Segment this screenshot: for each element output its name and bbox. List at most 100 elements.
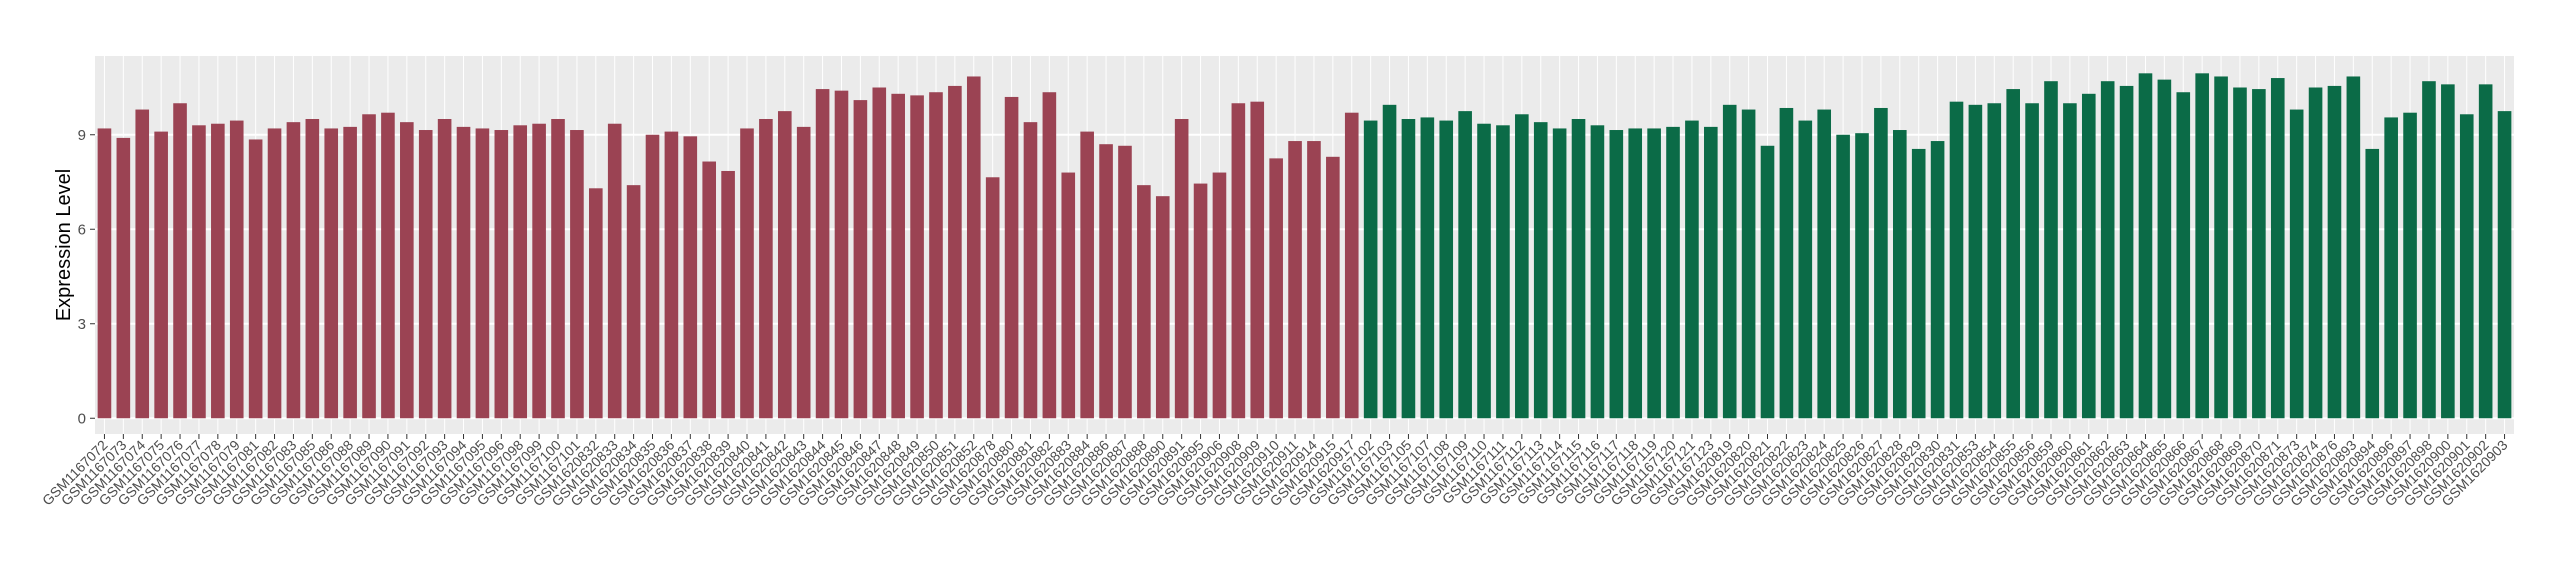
bar [2270, 78, 2285, 419]
bar [475, 128, 490, 419]
bar [1382, 104, 1397, 419]
bar [324, 128, 339, 419]
bar [1250, 101, 1265, 419]
bar [97, 128, 112, 419]
bar [1647, 128, 1661, 419]
bar [740, 128, 754, 419]
bar [759, 119, 773, 419]
bar [2441, 84, 2455, 419]
bar [192, 125, 206, 419]
bar [2176, 92, 2191, 419]
bar [1118, 145, 1132, 419]
bar [815, 89, 830, 419]
bar [248, 139, 263, 419]
y-axis-title: Expression Level [53, 169, 75, 321]
y-tick-label: 6 [78, 221, 86, 238]
bar [1515, 114, 1529, 419]
bar [1741, 109, 1756, 419]
bar [1760, 145, 1775, 419]
bar [1798, 120, 1813, 419]
bar [1930, 141, 1945, 419]
bar [2478, 84, 2493, 419]
bar [1685, 120, 1699, 419]
bar [570, 130, 584, 419]
bar [645, 134, 660, 419]
y-tick-label: 3 [78, 316, 86, 333]
bar [2422, 81, 2436, 419]
bar [626, 185, 641, 419]
bar [532, 123, 546, 419]
bar [1363, 120, 1378, 419]
bar [2252, 89, 2266, 419]
bar [1099, 144, 1113, 419]
bar [1666, 126, 1680, 419]
bar [1231, 103, 1246, 419]
bar [1344, 112, 1359, 419]
bar [1987, 103, 2002, 419]
bar [2497, 111, 2512, 419]
bar [1722, 104, 1737, 419]
bar [1817, 109, 1832, 419]
bar [1911, 148, 1926, 419]
bar [2157, 79, 2172, 419]
bar [2025, 103, 2039, 419]
bar [1137, 185, 1151, 419]
bar [229, 120, 244, 419]
bar [173, 103, 187, 419]
bar [1968, 104, 1983, 419]
bar [966, 76, 981, 419]
bar [1080, 131, 1094, 419]
bar [381, 112, 395, 419]
bar [2138, 73, 2153, 419]
bar [777, 111, 792, 419]
bar [1193, 183, 1208, 419]
bar [985, 177, 1000, 419]
y-tick-label: 0 [78, 410, 86, 427]
bar [834, 90, 849, 419]
y-tick-label: 9 [78, 127, 86, 144]
bar [1552, 128, 1567, 419]
bar [910, 95, 924, 419]
bar [1307, 141, 1321, 419]
bar [1458, 111, 1472, 419]
bar [116, 137, 131, 419]
bar [1892, 130, 1907, 419]
bar [305, 119, 320, 419]
bar [607, 123, 622, 419]
bar [2119, 85, 2134, 419]
bar [211, 123, 225, 419]
bar [589, 188, 603, 419]
bar [891, 93, 905, 419]
bar [1326, 156, 1340, 419]
bar [853, 100, 868, 419]
bar [1949, 101, 1964, 419]
bar [2081, 93, 2096, 419]
bar [2044, 81, 2058, 419]
bar [1269, 158, 1283, 419]
bar [2403, 112, 2417, 419]
bar [494, 130, 509, 419]
bar [2006, 89, 2020, 419]
bar [2233, 87, 2247, 419]
bar [1004, 96, 1019, 419]
bar [2100, 81, 2115, 419]
bar [2346, 76, 2361, 419]
bar [267, 128, 282, 419]
bar [2195, 73, 2209, 419]
bar [400, 122, 414, 419]
bar [929, 92, 943, 419]
bar [1288, 141, 1302, 419]
bar [1704, 126, 1718, 419]
bar [1609, 130, 1624, 419]
bar [1477, 123, 1491, 419]
bar [1155, 196, 1170, 419]
bar [456, 126, 471, 419]
bar [1628, 128, 1643, 419]
bar [2459, 114, 2474, 419]
bar [1212, 172, 1227, 419]
bar [2289, 109, 2304, 419]
bar [286, 122, 301, 419]
bar [1401, 119, 1416, 419]
bar [418, 130, 433, 419]
bar [2214, 76, 2228, 419]
